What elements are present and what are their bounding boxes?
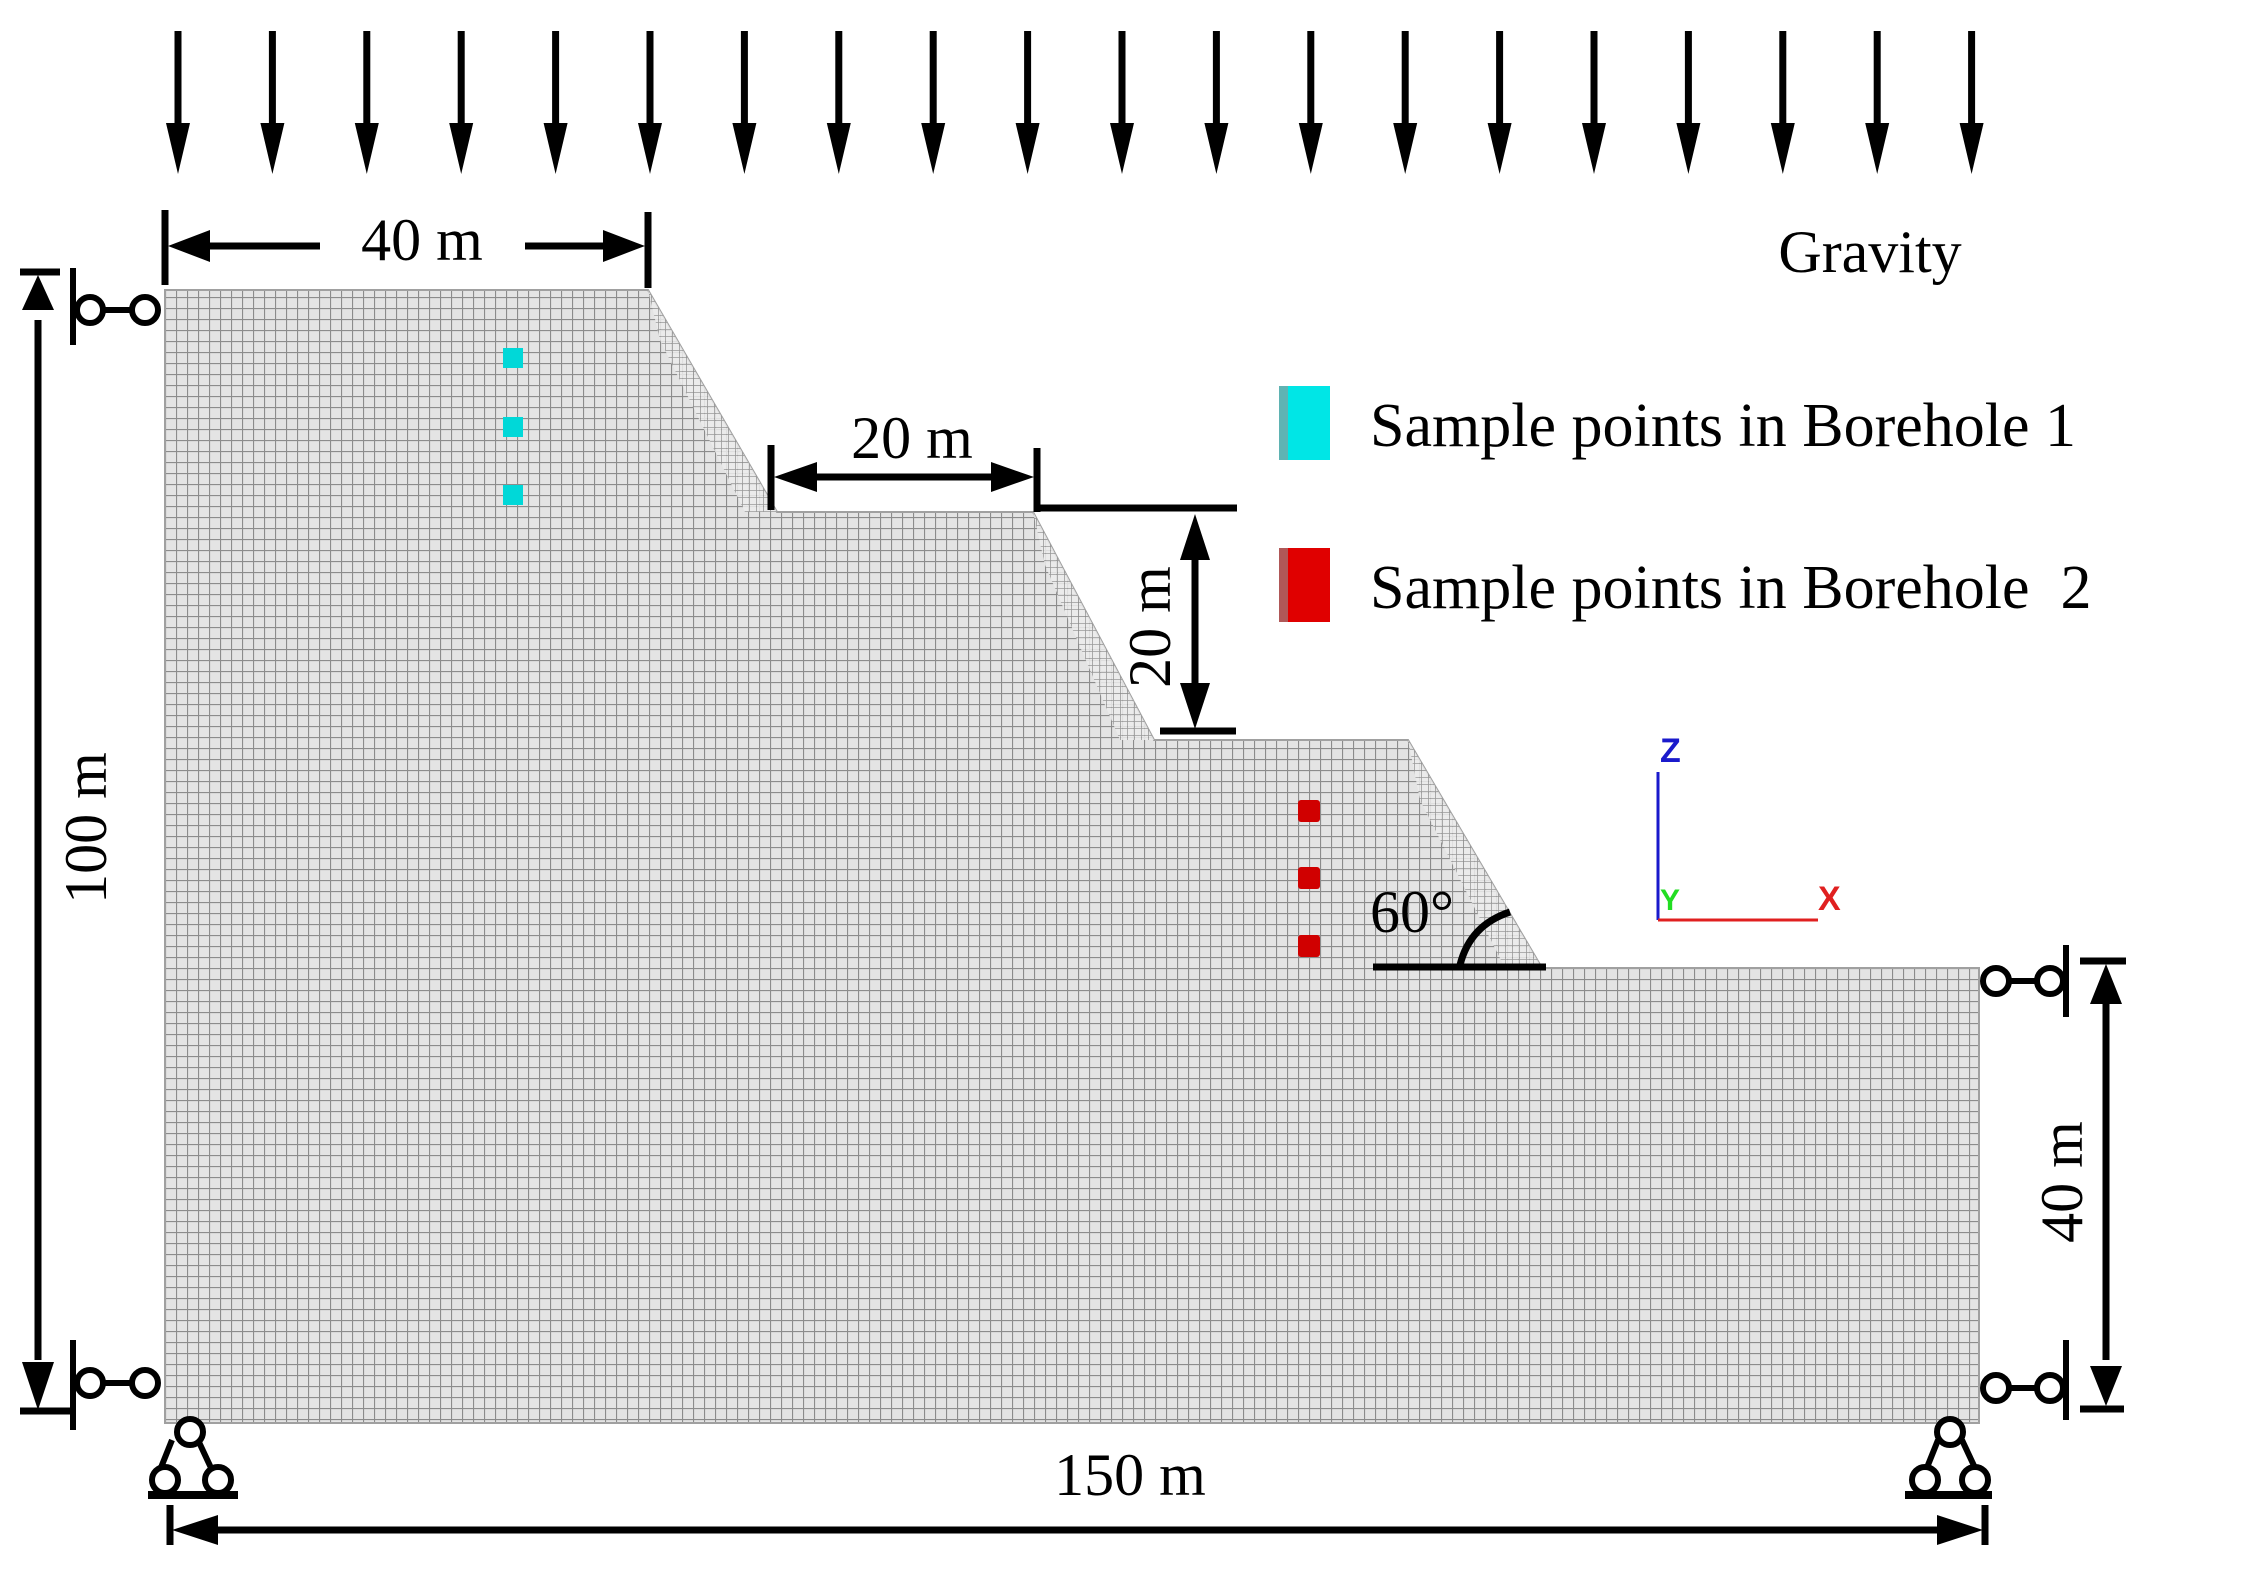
- roller-support-icon: [70, 268, 161, 345]
- slope-mesh: [164, 289, 1980, 1424]
- axis-z-label: Z: [1660, 732, 1681, 770]
- dim-total-height: [20, 268, 72, 1415]
- dim-bench-height: [1160, 514, 1236, 735]
- sample-point: [1298, 800, 1320, 822]
- gravity-arrow-icon: [1582, 31, 1606, 174]
- gravity-arrow-icon: [1865, 31, 1890, 174]
- axis-y-label: Y: [1660, 884, 1680, 917]
- gravity-arrow-icon: [732, 31, 757, 174]
- gravity-arrow-icon: [1393, 31, 1418, 174]
- legend-swatch-cyan: [1288, 386, 1330, 460]
- legend-swatch-shade: [1279, 386, 1289, 460]
- gravity-arrow-icon: [1015, 31, 1040, 174]
- gravity-arrow-icon: [166, 31, 190, 174]
- dim-total-height-label: 100 m: [53, 752, 119, 904]
- gravity-arrow-icon: [260, 31, 285, 174]
- gravity-arrow-icon: [1676, 31, 1701, 174]
- gravity-arrow-icon: [1204, 31, 1229, 174]
- roller-support-icon: [70, 1340, 161, 1430]
- axis-x-label: X: [1818, 880, 1841, 918]
- pin-support-icon: [1905, 1416, 1992, 1499]
- legend-label-borehole-2: Sample points in Borehole 2: [1370, 554, 2092, 622]
- sample-point: [1298, 935, 1320, 957]
- gravity-arrow-icon: [1487, 31, 1512, 174]
- gravity-arrow-icon: [354, 31, 379, 174]
- gravity-arrow-icon: [826, 31, 851, 174]
- gravity-arrows: [166, 31, 1984, 174]
- legend-swatch-red: [1288, 548, 1330, 622]
- gravity-label: Gravity: [1778, 219, 1961, 285]
- slope-angle-marker: [1373, 908, 1546, 971]
- slope-face-1-mesh: [648, 290, 777, 512]
- legend-swatch-shade: [1279, 548, 1289, 622]
- borehole-2-points: [1298, 800, 1320, 957]
- left-roller-supports: [70, 268, 161, 1430]
- gravity-arrow-icon: [449, 31, 474, 174]
- bottom-pin-supports: [148, 1416, 1992, 1499]
- dim-total-width-label: 150 m: [1054, 1442, 1206, 1508]
- dim-crest-width-label: 40 m: [361, 207, 483, 273]
- dim-bench-width-label: 20 m: [851, 405, 973, 471]
- sample-point: [1298, 867, 1320, 889]
- dim-bench-height-label: 20 m: [1117, 566, 1183, 688]
- gravity-arrow-icon: [543, 31, 568, 174]
- gravity-arrow-icon: [1298, 31, 1323, 174]
- legend-label-borehole-1: Sample points in Borehole 1: [1370, 392, 2076, 460]
- borehole-1-points: [503, 348, 523, 505]
- legend: Sample points in Borehole 1 Sample point…: [1279, 386, 2092, 622]
- gravity-arrow-icon: [921, 31, 946, 174]
- roller-support-icon: [1980, 1340, 2069, 1420]
- dim-bench-width: [767, 445, 1237, 512]
- gravity-arrow-icon: [638, 31, 662, 174]
- slope-face-2-mesh: [1033, 512, 1154, 740]
- dim-toe-height-label: 40 m: [2029, 1121, 2095, 1243]
- sample-point: [503, 485, 523, 505]
- sample-point: [503, 348, 523, 368]
- slope-angle-label: 60°: [1370, 879, 1454, 945]
- coordinate-axes: Z Y X: [1656, 732, 1841, 922]
- dim-crest-width: [161, 210, 652, 288]
- gravity-arrow-icon: [1110, 31, 1134, 174]
- legend-item-borehole-2: Sample points in Borehole 2: [1279, 548, 2092, 622]
- right-roller-supports: [1980, 945, 2069, 1420]
- pin-support-icon: [148, 1416, 238, 1499]
- dim-total-width: [166, 1505, 1989, 1545]
- gravity-arrow-icon: [1770, 31, 1795, 174]
- roller-support-icon: [1980, 945, 2069, 1017]
- legend-item-borehole-1: Sample points in Borehole 1: [1279, 386, 2076, 460]
- sample-point: [503, 417, 523, 437]
- gravity-arrow-icon: [1959, 31, 1984, 174]
- dim-toe-height: [2080, 957, 2126, 1413]
